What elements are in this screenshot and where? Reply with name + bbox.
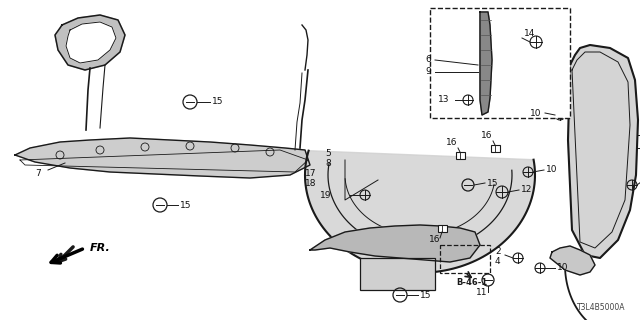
Text: 16: 16 xyxy=(481,131,493,140)
Text: 17: 17 xyxy=(305,169,317,178)
Text: 4: 4 xyxy=(495,258,500,267)
Text: 13: 13 xyxy=(438,95,449,105)
Bar xyxy=(430,8,570,118)
Bar xyxy=(360,258,435,290)
Text: 19: 19 xyxy=(320,190,332,199)
Polygon shape xyxy=(15,138,310,178)
Bar xyxy=(456,151,465,158)
Text: 15: 15 xyxy=(420,291,431,300)
Text: 15: 15 xyxy=(487,179,499,188)
Text: 11: 11 xyxy=(476,288,488,297)
Text: 5: 5 xyxy=(325,148,331,157)
Polygon shape xyxy=(305,151,535,273)
Text: FR.: FR. xyxy=(90,243,111,253)
Text: 10: 10 xyxy=(546,165,557,174)
Text: 14: 14 xyxy=(524,29,536,38)
Polygon shape xyxy=(66,22,116,63)
Text: 16: 16 xyxy=(446,138,458,147)
Text: 10: 10 xyxy=(557,263,568,273)
Text: 8: 8 xyxy=(325,158,331,167)
Polygon shape xyxy=(55,15,125,70)
Bar xyxy=(438,225,447,231)
Text: 6: 6 xyxy=(425,55,431,65)
Text: 12: 12 xyxy=(521,186,532,195)
Text: 2: 2 xyxy=(495,247,500,257)
Bar xyxy=(490,145,499,151)
Polygon shape xyxy=(568,45,638,258)
Text: 18: 18 xyxy=(305,179,317,188)
Text: 7: 7 xyxy=(35,169,41,178)
Text: 9: 9 xyxy=(425,68,431,76)
Polygon shape xyxy=(550,246,595,275)
Text: T3L4B5000A: T3L4B5000A xyxy=(577,303,625,312)
Polygon shape xyxy=(310,225,480,262)
Text: 10: 10 xyxy=(530,108,541,117)
Polygon shape xyxy=(480,12,492,115)
Text: 16: 16 xyxy=(429,235,441,244)
Text: 15: 15 xyxy=(180,201,191,210)
Text: 15: 15 xyxy=(212,98,223,107)
Bar xyxy=(440,245,490,273)
Text: B-46-1: B-46-1 xyxy=(456,278,487,287)
